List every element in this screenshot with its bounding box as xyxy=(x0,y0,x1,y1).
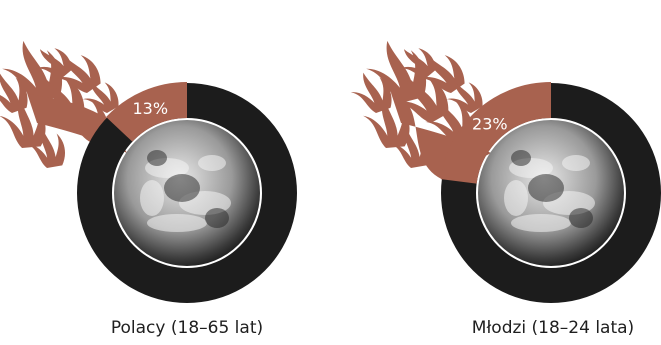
value-label: 23% xyxy=(472,115,508,134)
donut-chart-mlodzi: 23% Młodzi (18–24 lata) xyxy=(345,32,661,338)
earth-globe-image xyxy=(114,120,260,266)
donut-chart-polacy: 13% Polacy (18–65 lat) xyxy=(0,32,298,338)
value-label: 13% xyxy=(132,99,168,118)
earth-globe-image xyxy=(478,120,624,266)
pie-slice-value xyxy=(440,82,551,184)
chart-caption: Polacy (18–65 lat) xyxy=(111,318,263,338)
chart-caption: Młodzi (18–24 lata) xyxy=(472,318,634,338)
pie-slice-value xyxy=(106,82,187,142)
